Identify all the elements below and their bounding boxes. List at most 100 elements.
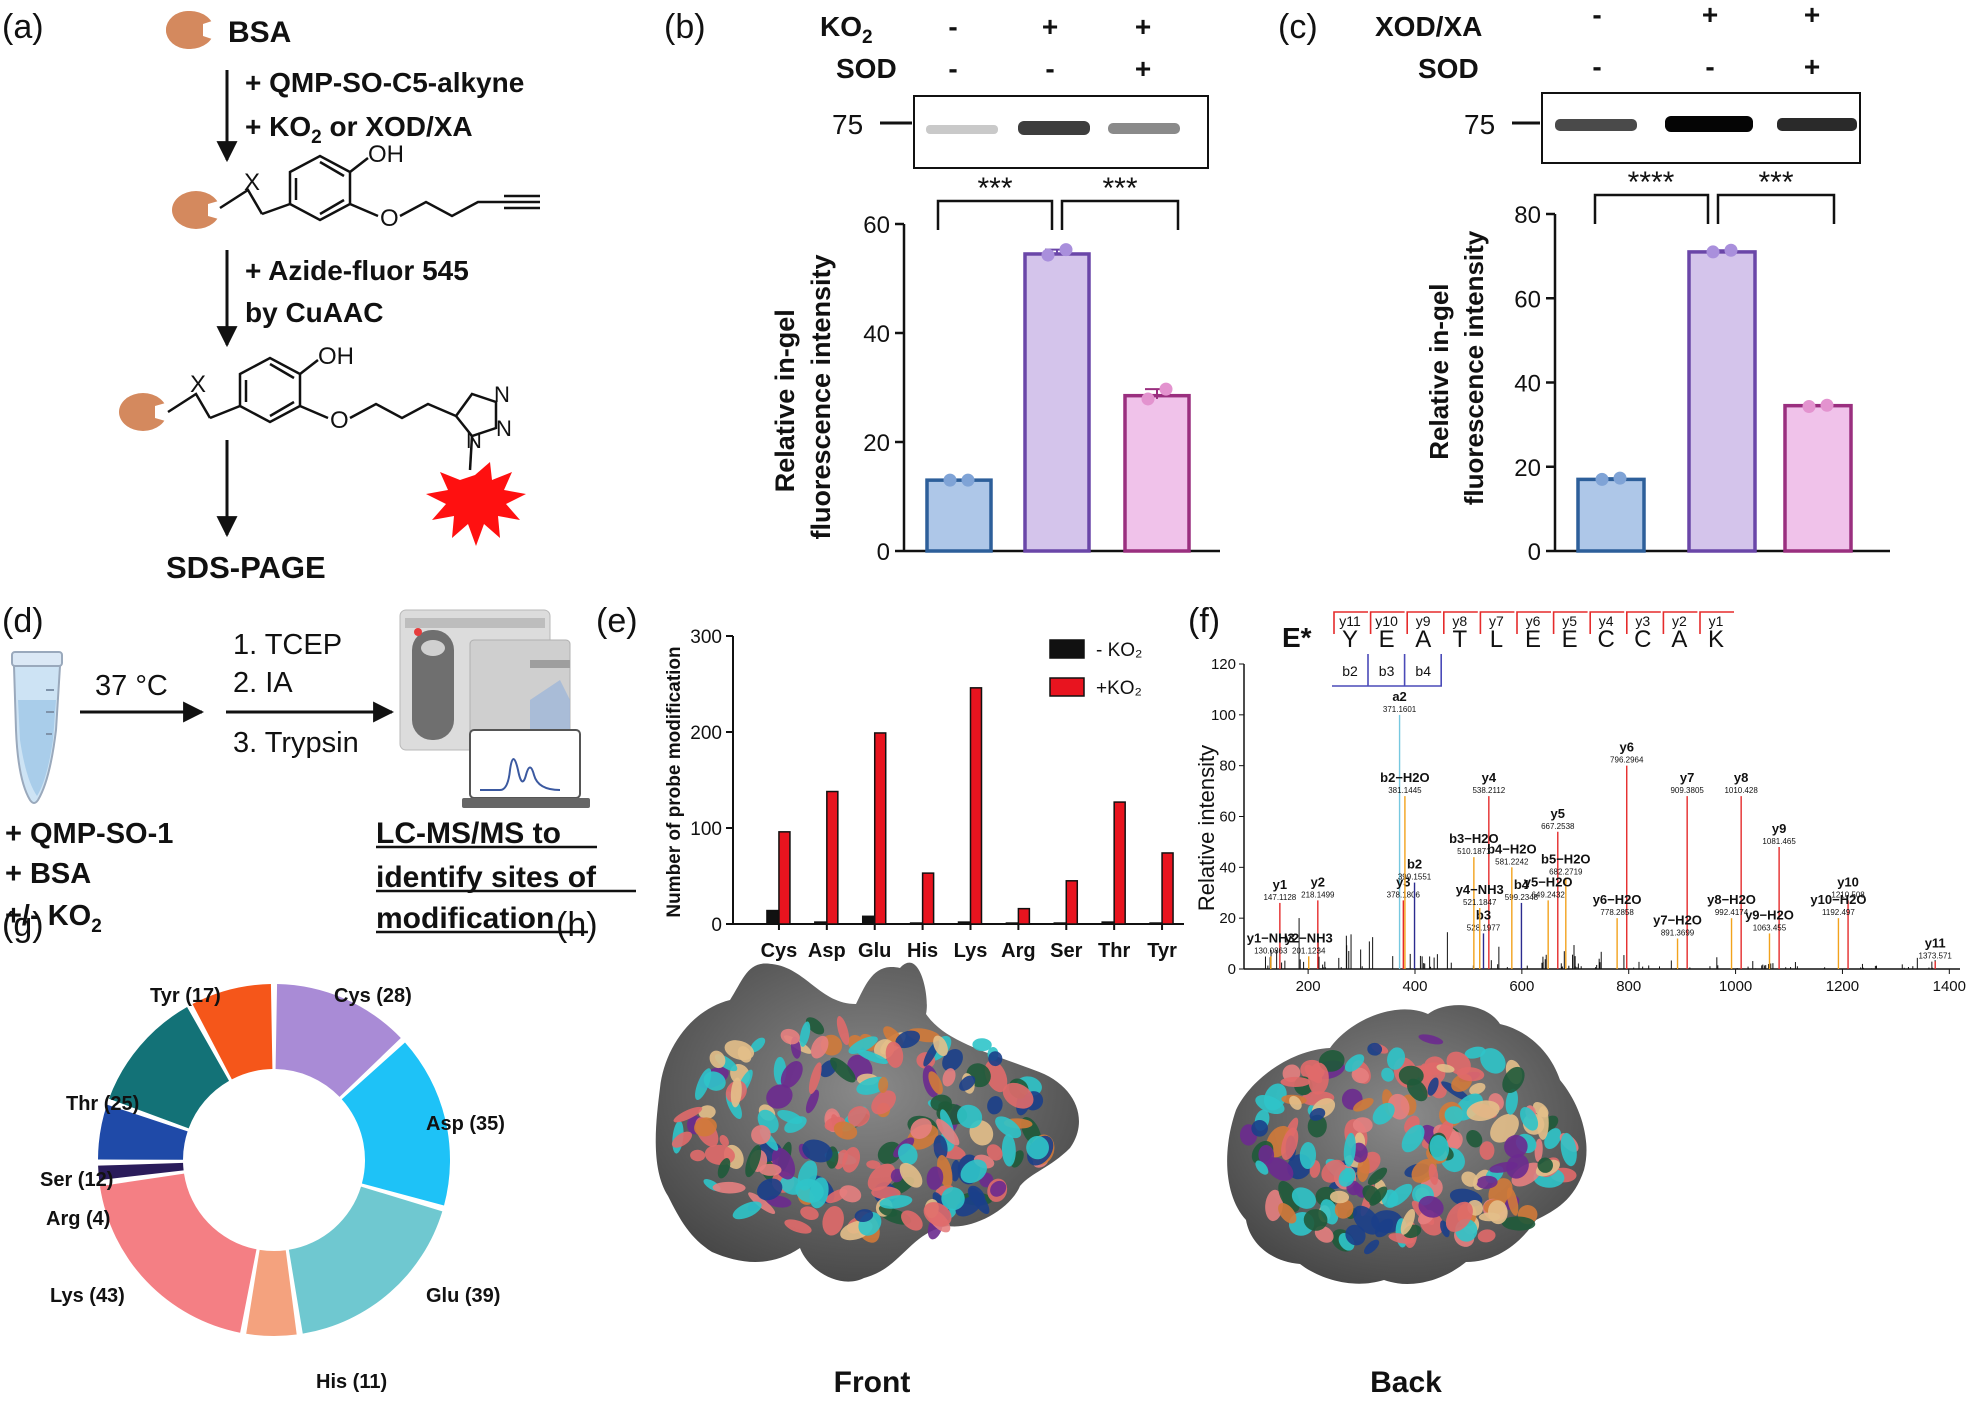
x-tick-label: 200 xyxy=(1296,978,1321,995)
cond-sign: - xyxy=(948,11,957,42)
y-tick-label: 0 xyxy=(1228,961,1236,978)
peak-mz: 528.1977 xyxy=(1467,923,1501,932)
bar-minus-ko2 xyxy=(861,915,875,925)
surface-residue-patch xyxy=(901,1210,923,1231)
significance-bracket xyxy=(1716,193,1836,224)
peak-mz: 1192.497 xyxy=(1822,908,1855,917)
cond-sign: - xyxy=(1705,51,1714,82)
probe-structure-2 xyxy=(167,356,498,471)
peak-mz: 649.2432 xyxy=(1531,890,1565,899)
legend-swatch xyxy=(1049,677,1085,697)
surface-residue-patch xyxy=(1372,1102,1395,1125)
surface-residue-patch xyxy=(1461,1171,1478,1187)
reagent-cuaac: by CuAAC xyxy=(245,297,383,328)
data-point xyxy=(1613,471,1627,485)
y-tick-label: 200 xyxy=(690,723,722,744)
panel-label-e: (e) xyxy=(596,602,638,640)
surface-residue-patch xyxy=(990,1180,1007,1197)
peak-label: y8−H2O xyxy=(1707,892,1756,907)
surface-residue-patch xyxy=(1299,1142,1317,1170)
sds-page-label: SDS-PAGE xyxy=(166,550,326,585)
surface-residue-patch xyxy=(1537,1157,1553,1173)
panel-a-scheme: BSA + QMP-SO-C5-alkyne + KO2 or XOD/XA X… xyxy=(119,11,540,585)
mw-marker: 75 xyxy=(1464,109,1495,140)
peak-label: y5 xyxy=(1551,806,1565,821)
surface-residue-patch xyxy=(1367,1167,1388,1186)
bar-minus-ko2 xyxy=(814,921,827,925)
donut-slice xyxy=(341,1042,451,1206)
bar-minus-ko2 xyxy=(1053,922,1067,925)
y-ion-bracket xyxy=(1443,611,1478,634)
surface-residue-patch xyxy=(1304,1064,1323,1084)
y-ion-label: y5 xyxy=(1562,613,1577,629)
bar-minus-ko2 xyxy=(1101,921,1114,925)
data-point xyxy=(1141,392,1155,406)
surface-residue-patch xyxy=(717,1158,731,1179)
peak-mz: 381.1445 xyxy=(1388,786,1422,795)
bar-plus-ko2 xyxy=(1017,907,1031,925)
surface-residue-patch xyxy=(941,1187,965,1211)
x-tick-label: Ser xyxy=(1050,940,1082,962)
data-point xyxy=(1724,243,1738,257)
y-tick-label: 20 xyxy=(863,430,890,457)
surface-residue-patch xyxy=(897,1143,918,1165)
surface-residue-patch xyxy=(800,1206,819,1221)
y-ion-bracket xyxy=(1626,611,1661,634)
reagent-qmp: + QMP-SO-1 xyxy=(5,818,173,850)
cond-sign: - xyxy=(1592,51,1601,82)
surface-residue-patch xyxy=(1429,1134,1450,1162)
condition-xod-label: XOD/XA xyxy=(1375,11,1482,42)
data-point xyxy=(1802,400,1816,414)
surface-residue-patch xyxy=(910,1118,932,1139)
front-view-label: Front xyxy=(834,1366,911,1399)
surface-residue-patch xyxy=(780,1028,801,1045)
surface-residue-patch xyxy=(1428,1163,1439,1186)
surface-residue-patch xyxy=(745,1144,762,1178)
surface-residue-patch xyxy=(809,1177,829,1209)
y-ion-bracket xyxy=(1552,611,1588,634)
surface-residue-patch xyxy=(969,1187,990,1215)
peak-mz: 1010.428 xyxy=(1724,786,1758,795)
slice-label: Lys (43) xyxy=(50,1285,125,1307)
surface-residue-patch xyxy=(1338,1167,1356,1187)
residue: Y xyxy=(1342,626,1358,653)
surface-residue-patch xyxy=(1505,1088,1518,1115)
surface-residue-patch xyxy=(1479,1141,1495,1160)
surface-residue-patch xyxy=(878,1076,889,1094)
slice-label: Arg (4) xyxy=(46,1208,110,1230)
atom-n: N xyxy=(496,416,512,441)
peak-mz: 521.1847 xyxy=(1463,898,1497,907)
x-tick-label: 800 xyxy=(1616,978,1641,995)
residue: K xyxy=(1708,626,1724,653)
lc-ms-label: LC-MS/MS to identify sites of modificati… xyxy=(376,817,636,935)
surface-residue-patch xyxy=(1251,1119,1268,1137)
atom-x: X xyxy=(244,169,260,196)
x-tick-label: Arg xyxy=(1001,940,1035,962)
b-ion-label: b3 xyxy=(1379,663,1395,679)
protein-icon xyxy=(119,393,167,431)
bar xyxy=(925,478,993,553)
x-tick-label: Tyr xyxy=(1147,940,1177,962)
surface-residue-patch xyxy=(750,1037,766,1053)
peak-mz: 682.2719 xyxy=(1549,868,1583,877)
surface-residue-patch xyxy=(848,1036,878,1054)
donut-slice xyxy=(99,1173,257,1333)
donut-slice xyxy=(275,984,401,1097)
x-tick-label: His xyxy=(907,940,938,962)
panel-label-h: (h) xyxy=(556,906,598,944)
legend-label: +KO₂ xyxy=(1096,678,1142,699)
lcms-line: LC-MS/MS to xyxy=(376,817,561,850)
y-axis-label-line2: fluorescence intensity xyxy=(806,254,836,539)
x-tick-label: 1000 xyxy=(1719,978,1752,995)
surface-residue-patch xyxy=(1536,1106,1549,1140)
reagent-ko2: +/- KO2 xyxy=(5,900,102,937)
y-ion-label: y3 xyxy=(1635,613,1650,629)
surface-residue-patch xyxy=(972,1038,992,1052)
panel-h: Front Back xyxy=(655,962,1587,1399)
residue: E xyxy=(1525,626,1541,653)
y-axis-label-line1: Relative in-gel xyxy=(1424,283,1454,459)
reagent-ko2-xod: + KO2 or XOD/XA xyxy=(245,111,473,148)
surface-residue-patch xyxy=(1363,1239,1380,1255)
surface-residue-patch xyxy=(923,1202,952,1227)
surface-residue-patch xyxy=(1374,1218,1394,1238)
